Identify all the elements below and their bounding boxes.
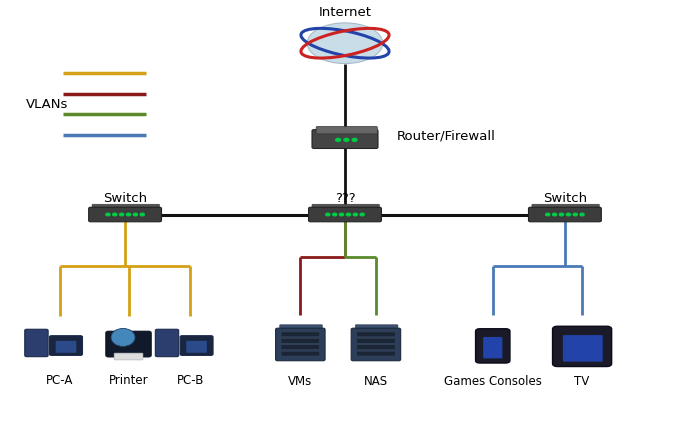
FancyBboxPatch shape	[155, 329, 179, 357]
FancyBboxPatch shape	[483, 337, 502, 359]
FancyBboxPatch shape	[312, 205, 380, 211]
Circle shape	[126, 214, 130, 216]
FancyBboxPatch shape	[180, 336, 213, 356]
FancyBboxPatch shape	[316, 127, 377, 135]
FancyBboxPatch shape	[357, 332, 395, 337]
Circle shape	[344, 139, 348, 142]
FancyBboxPatch shape	[50, 336, 83, 356]
Circle shape	[546, 214, 550, 216]
Circle shape	[360, 214, 364, 216]
FancyBboxPatch shape	[275, 329, 325, 361]
Text: Printer: Printer	[109, 373, 148, 386]
FancyBboxPatch shape	[279, 325, 322, 332]
Text: Router/Firewall: Router/Firewall	[397, 129, 495, 142]
Circle shape	[566, 214, 571, 216]
FancyBboxPatch shape	[312, 130, 378, 149]
Circle shape	[339, 214, 344, 216]
FancyBboxPatch shape	[106, 332, 151, 357]
FancyBboxPatch shape	[281, 339, 319, 343]
FancyBboxPatch shape	[56, 341, 77, 353]
FancyBboxPatch shape	[355, 325, 398, 332]
Text: Games Consoles: Games Consoles	[444, 374, 542, 387]
Text: VLANs: VLANs	[26, 98, 68, 111]
Ellipse shape	[307, 24, 383, 64]
FancyBboxPatch shape	[114, 353, 143, 360]
Circle shape	[326, 214, 330, 216]
FancyBboxPatch shape	[89, 208, 161, 222]
FancyBboxPatch shape	[563, 335, 602, 362]
Text: PC-B: PC-B	[177, 373, 204, 386]
Text: Switch: Switch	[103, 191, 147, 204]
Circle shape	[573, 214, 578, 216]
FancyBboxPatch shape	[532, 205, 600, 211]
FancyBboxPatch shape	[25, 329, 48, 357]
Circle shape	[112, 214, 117, 216]
Text: VMs: VMs	[288, 374, 313, 387]
Circle shape	[346, 214, 351, 216]
FancyBboxPatch shape	[475, 329, 510, 363]
Text: Internet: Internet	[319, 6, 371, 19]
Circle shape	[352, 139, 357, 142]
Text: TV: TV	[575, 374, 590, 387]
Circle shape	[580, 214, 584, 216]
FancyBboxPatch shape	[357, 339, 395, 343]
Text: PC-A: PC-A	[46, 373, 74, 386]
FancyBboxPatch shape	[553, 326, 611, 367]
Circle shape	[333, 214, 337, 216]
Text: NAS: NAS	[364, 374, 388, 387]
FancyBboxPatch shape	[351, 329, 401, 361]
Circle shape	[553, 214, 557, 216]
Text: Switch: Switch	[543, 191, 587, 204]
Circle shape	[133, 214, 137, 216]
FancyBboxPatch shape	[529, 208, 601, 222]
Ellipse shape	[111, 329, 135, 347]
Circle shape	[336, 139, 341, 142]
FancyBboxPatch shape	[357, 351, 395, 356]
FancyBboxPatch shape	[186, 341, 207, 353]
FancyBboxPatch shape	[308, 208, 382, 222]
Circle shape	[560, 214, 564, 216]
FancyBboxPatch shape	[281, 332, 319, 337]
Circle shape	[140, 214, 144, 216]
FancyBboxPatch shape	[357, 345, 395, 350]
Circle shape	[119, 214, 124, 216]
Circle shape	[106, 214, 110, 216]
Circle shape	[353, 214, 357, 216]
FancyBboxPatch shape	[281, 345, 319, 350]
FancyBboxPatch shape	[92, 205, 159, 211]
Text: ???: ???	[335, 191, 355, 204]
FancyBboxPatch shape	[281, 351, 319, 356]
